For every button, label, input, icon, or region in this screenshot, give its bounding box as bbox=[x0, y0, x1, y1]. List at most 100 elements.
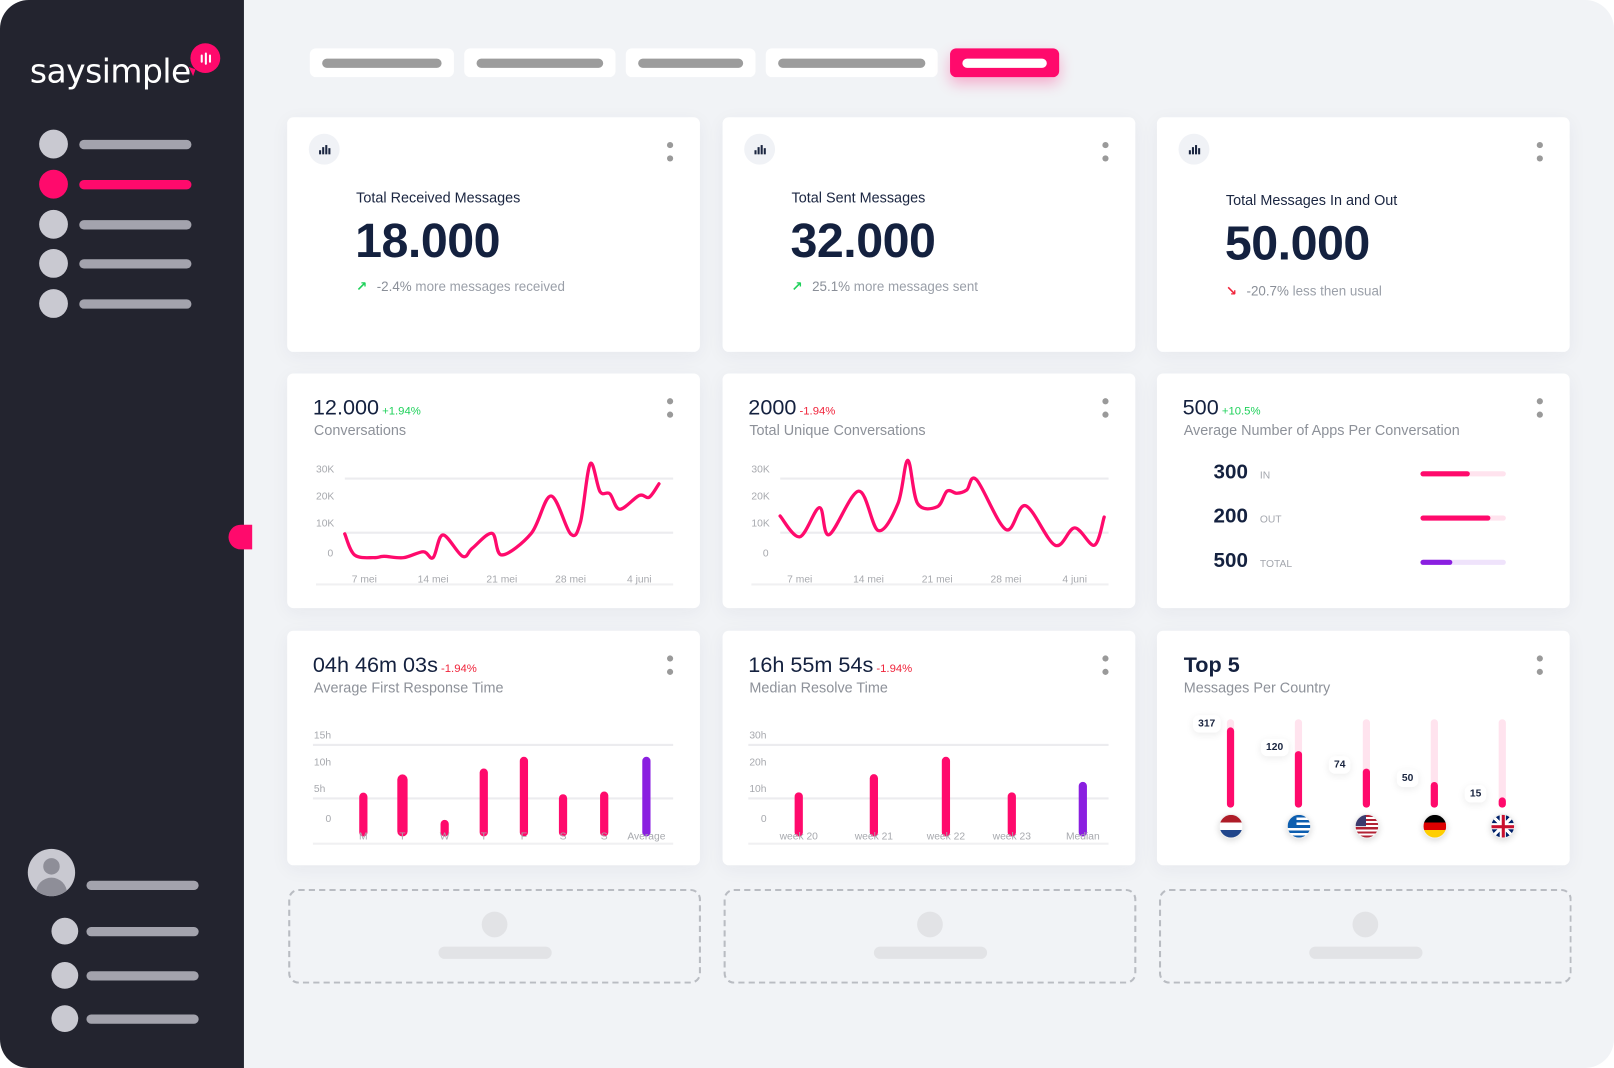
stat-card: Total Messages In and Out 50.000 ↘ -20.7% l… bbox=[1156, 117, 1570, 352]
user-avatar[interactable] bbox=[27, 848, 76, 897]
sidebar-item-icon[interactable] bbox=[39, 248, 68, 278]
resolve-time-card: 16h 55m 54s -1.94% Median Resolve Time 0 1… bbox=[722, 630, 1136, 866]
add-widget-placeholder[interactable] bbox=[723, 888, 1137, 984]
x-tick-label: F bbox=[521, 832, 527, 843]
y-tick-label: 15h bbox=[314, 731, 331, 742]
sidebar-item-icon[interactable] bbox=[39, 209, 68, 239]
add-widget-placeholder[interactable] bbox=[1158, 888, 1572, 984]
sidebar: saysimple bbox=[0, 0, 244, 1068]
first-response-card: 04h 46m 03s -1.94% Average First Response… bbox=[287, 630, 700, 866]
stat-delta: ↗ -2.4% more messages received bbox=[356, 279, 565, 295]
add-widget-placeholder[interactable] bbox=[288, 888, 701, 984]
sidebar-sub-item-icon[interactable] bbox=[51, 1005, 79, 1032]
sidebar-collapse-handle[interactable] bbox=[228, 524, 253, 550]
progress-row: 500 TOTAL bbox=[1214, 549, 1293, 573]
tab-4[interactable] bbox=[765, 48, 938, 78]
more-menu-icon[interactable] bbox=[666, 398, 674, 419]
bar bbox=[1007, 792, 1016, 837]
tab-2[interactable] bbox=[464, 48, 616, 78]
sidebar-item-icon[interactable] bbox=[39, 169, 68, 199]
more-menu-icon[interactable] bbox=[1536, 655, 1543, 676]
conversations-line-chart: 0 10K 20K 30K 7 mei 14 mei 21 mei 28 mei 4 juni bbox=[315, 461, 674, 586]
x-tick-label: Average bbox=[627, 832, 665, 843]
sidebar-item[interactable] bbox=[79, 220, 192, 230]
country-bar bbox=[1226, 727, 1235, 808]
flag-usa-icon bbox=[1354, 813, 1380, 839]
y-tick-label: 10K bbox=[751, 518, 769, 529]
y-tick-label: 10h bbox=[749, 784, 766, 795]
more-menu-icon[interactable] bbox=[1102, 655, 1109, 676]
tab-5[interactable] bbox=[950, 48, 1060, 78]
unique-conversations-card: 2000 -1.94% Total Unique Conversations 0 1… bbox=[722, 373, 1136, 609]
tab-label-placeholder bbox=[962, 58, 1047, 68]
tab-3[interactable] bbox=[625, 48, 756, 78]
stat-delta: ↘ -20.7% less then usual bbox=[1226, 283, 1382, 299]
sidebar-item[interactable] bbox=[79, 139, 192, 150]
progress-fill bbox=[1420, 471, 1470, 477]
conversations-value: 12.000 bbox=[312, 396, 380, 420]
tab-label-placeholder bbox=[476, 58, 604, 68]
stat-title: Total Messages In and Out bbox=[1225, 191, 1398, 208]
first-response-bar-chart: 0 5h 10h 15h M T W T F S S Average bbox=[312, 731, 674, 845]
country-value-label: 50 bbox=[1396, 769, 1419, 788]
top5-title: Top 5 bbox=[1183, 653, 1240, 678]
resolve-time-label: Median Resolve Time bbox=[749, 679, 888, 696]
y-tick-label: 10h bbox=[314, 758, 331, 769]
tab-label-placeholder bbox=[638, 58, 744, 68]
user-name-placeholder[interactable] bbox=[86, 880, 199, 890]
progress-label: IN bbox=[1259, 470, 1271, 482]
top5-card: Top 5 Messages Per Country 317 120 74 50 15 bbox=[1156, 630, 1570, 866]
sidebar-item[interactable] bbox=[79, 259, 192, 269]
progress-fill bbox=[1420, 559, 1453, 565]
trend-down-arrow-icon: ↘ bbox=[1225, 282, 1238, 299]
tab-label-placeholder bbox=[322, 58, 442, 68]
country-value-label: 74 bbox=[1328, 756, 1351, 774]
first-response-value: 04h 46m 03s bbox=[312, 653, 438, 678]
sidebar-sub-item-icon[interactable] bbox=[51, 962, 79, 989]
more-menu-icon[interactable] bbox=[666, 141, 674, 163]
sidebar-item-icon[interactable] bbox=[39, 289, 68, 318]
progress-row: 200 OUT bbox=[1214, 505, 1282, 529]
more-menu-icon[interactable] bbox=[1102, 141, 1109, 163]
more-menu-icon[interactable] bbox=[1102, 398, 1109, 419]
stat-title: Total Sent Messages bbox=[791, 189, 926, 206]
progress-bar bbox=[1420, 559, 1506, 565]
x-tick-label: 28 mei bbox=[555, 574, 586, 585]
more-menu-icon[interactable] bbox=[666, 655, 674, 676]
country-bar bbox=[1430, 782, 1438, 808]
stat-delta: ↗ 25.1% more messages sent bbox=[792, 279, 978, 295]
more-menu-icon[interactable] bbox=[1536, 398, 1543, 419]
x-tick-label: week 22 bbox=[926, 832, 966, 843]
sidebar-sub-item[interactable] bbox=[86, 927, 199, 937]
progress-number: 500 bbox=[1213, 549, 1248, 573]
y-tick-label: 30K bbox=[316, 464, 334, 475]
bar bbox=[600, 791, 609, 837]
more-menu-icon[interactable] bbox=[1536, 141, 1543, 163]
sidebar-item[interactable] bbox=[79, 299, 192, 309]
conversations-label: Conversations bbox=[313, 421, 407, 439]
tab-1[interactable] bbox=[309, 48, 454, 78]
x-tick-label: 14 mei bbox=[853, 574, 884, 585]
country-bar bbox=[1498, 797, 1506, 808]
country-value-label: 120 bbox=[1260, 738, 1289, 757]
stat-value: 50.000 bbox=[1224, 215, 1370, 270]
x-tick-label: week 23 bbox=[992, 832, 1032, 843]
trend-up-arrow-icon: ↗ bbox=[356, 278, 368, 295]
tab-label-placeholder bbox=[778, 58, 926, 68]
x-tick-label: T bbox=[481, 832, 488, 843]
stat-delta-text: more messages sent bbox=[853, 278, 979, 295]
sidebar-item[interactable] bbox=[79, 180, 192, 190]
x-tick-label: 7 mei bbox=[352, 574, 377, 585]
bar bbox=[558, 794, 568, 837]
y-tick-label: 30h bbox=[749, 731, 766, 742]
stat-value: 18.000 bbox=[355, 212, 500, 268]
country-bar-track bbox=[1498, 719, 1506, 808]
sidebar-sub-item[interactable] bbox=[86, 1014, 199, 1024]
progress-number: 300 bbox=[1213, 460, 1248, 484]
flag-germany-icon bbox=[1422, 813, 1448, 839]
sidebar-sub-item[interactable] bbox=[86, 971, 199, 981]
bar bbox=[440, 819, 449, 837]
sidebar-sub-item-icon[interactable] bbox=[51, 917, 79, 945]
y-tick-label: 0 bbox=[328, 549, 334, 560]
sidebar-item-icon[interactable] bbox=[39, 129, 68, 159]
